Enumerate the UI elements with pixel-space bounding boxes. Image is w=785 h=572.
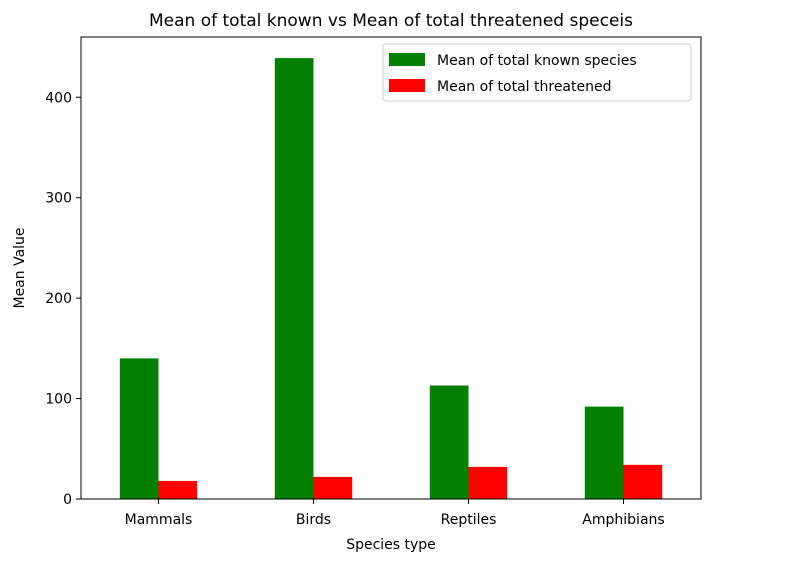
legend-swatch-known [389,53,425,66]
x-tick-label: Amphibians [582,512,664,528]
y-tick-label: 400 [45,90,72,106]
y-tick-label: 100 [45,392,72,408]
legend-label-threatened: Mean of total threatened [437,79,611,95]
legend-label-known: Mean of total known species [437,53,637,69]
bar-known-birds [274,58,314,499]
legend-frame [382,43,692,102]
y-axis-label: Mean Value [12,227,28,308]
bar-known-mammals [119,358,159,499]
bars-group [119,58,663,499]
bar-threatened-reptiles [468,466,508,499]
x-axis-label: Species type [346,537,436,553]
plot-frame [80,36,702,500]
bar-threatened-birds [313,476,353,499]
x-tick-label: Mammals [125,512,193,528]
x-tick-label: Birds [296,512,331,528]
legend: Mean of total known species Mean of tota… [382,43,692,102]
bar-threatened-amphibians [623,464,663,499]
y-axis-ticks: 0 100 200 300 400 [45,90,81,508]
y-tick-label: 0 [63,492,72,508]
y-tick-label: 200 [45,291,72,307]
bar-known-reptiles [429,385,469,499]
bar-known-amphibians [584,406,624,499]
bar-threatened-mammals [158,480,198,499]
chart-title: Mean of total known vs Mean of total thr… [149,11,633,31]
y-tick-label: 300 [45,191,72,207]
legend-swatch-threatened [389,79,425,92]
x-axis-ticks: Mammals Birds Reptiles Amphibians [125,499,665,528]
x-tick-label: Reptiles [441,512,497,528]
